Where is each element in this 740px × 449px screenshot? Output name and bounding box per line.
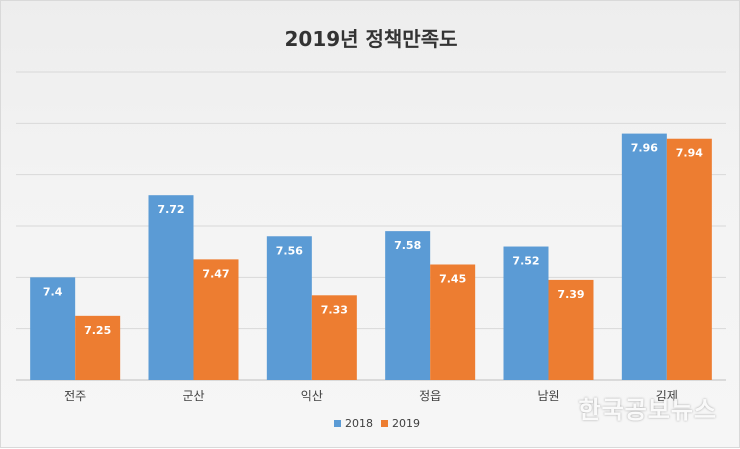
data-label: 7.39 [557, 288, 584, 301]
x-tick-label: 남원 [537, 389, 559, 403]
bar-2019-전주 [75, 315, 121, 380]
data-label: 7.56 [276, 244, 303, 257]
bar-2019-남원 [548, 279, 594, 380]
bar-2018-익산 [266, 236, 312, 380]
legend-label-2019: 2019 [392, 417, 420, 430]
legend-swatch-2018 [334, 420, 341, 427]
data-label: 7.58 [394, 239, 421, 252]
chart-title: 2019년 정책만족도 [284, 27, 458, 51]
x-tick-label: 전주 [64, 389, 86, 403]
x-tick-label: 김제 [656, 389, 678, 403]
watermark-logo: 한국공보뉴스 [578, 396, 717, 424]
bar-2018-남원 [503, 246, 549, 380]
bar-2019-익산 [311, 295, 357, 380]
bar-2018-전주 [30, 277, 76, 380]
bar-2018-정읍 [385, 231, 431, 380]
data-label: 7.47 [202, 267, 229, 280]
data-label: 7.94 [676, 147, 703, 160]
bar-2019-김제 [666, 138, 712, 380]
x-tick-label: 정읍 [419, 389, 441, 403]
data-label: 7.52 [512, 255, 539, 268]
legend-swatch-2019 [381, 420, 388, 427]
x-tick-label: 군산 [182, 389, 204, 403]
bar-2018-김제 [621, 133, 667, 380]
data-label: 7.4 [43, 285, 63, 298]
legend-label-2018: 2018 [345, 417, 373, 430]
bar-2019-군산 [193, 259, 239, 380]
data-label: 7.25 [84, 324, 111, 337]
bar-2018-군산 [148, 195, 194, 380]
data-label: 7.96 [631, 142, 658, 155]
bar-2019-정읍 [430, 264, 476, 380]
data-label: 7.33 [321, 303, 348, 316]
x-tick-label: 익산 [301, 389, 323, 403]
data-label: 7.45 [439, 273, 466, 286]
data-label: 7.72 [157, 203, 184, 216]
